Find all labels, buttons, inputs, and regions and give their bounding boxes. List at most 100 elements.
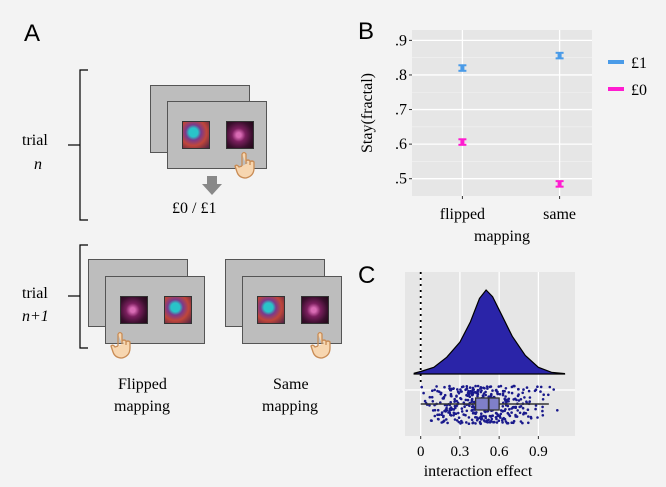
y-tick-label: .5 xyxy=(395,171,407,188)
jitter-point xyxy=(495,388,498,392)
jitter-point xyxy=(521,391,524,395)
jitter-point xyxy=(456,388,459,391)
panel-a-letter: A xyxy=(24,20,41,47)
jitter-point xyxy=(471,388,475,391)
jitter-point xyxy=(541,409,544,413)
jitter-point xyxy=(430,419,433,422)
x-axis-label: interaction effect xyxy=(424,463,533,480)
screen-front-trial-n xyxy=(167,101,267,169)
jitter-point xyxy=(490,393,493,397)
jitter-point xyxy=(464,398,468,402)
jitter-point xyxy=(435,385,438,388)
jitter-point xyxy=(440,413,443,416)
jitter-point xyxy=(470,409,473,412)
jitter-point xyxy=(501,393,505,397)
trial-n-label: trial xyxy=(22,132,48,149)
jitter-point xyxy=(476,394,479,398)
jitter-point xyxy=(457,420,461,424)
jitter-point xyxy=(443,385,446,389)
jitter-point xyxy=(433,414,437,418)
jitter-point xyxy=(523,396,526,399)
hand-pointer-icon xyxy=(234,151,255,179)
jitter-point xyxy=(556,409,559,412)
jitter-point xyxy=(542,393,545,396)
jitter-point xyxy=(484,410,487,414)
jitter-point xyxy=(534,407,537,411)
x-axis-label: mapping xyxy=(474,228,530,245)
chart-b: .5 .6 .7 .8 .9 flipped same mapping Stay(fractal… xyxy=(359,30,647,245)
jitter-point xyxy=(480,412,483,415)
jitter-point xyxy=(474,422,477,425)
jitter-point xyxy=(504,395,507,398)
jitter-point xyxy=(503,389,506,393)
jitter-point xyxy=(476,390,479,394)
jitter-point xyxy=(512,398,515,401)
jitter-point xyxy=(527,415,530,418)
jitter-point xyxy=(455,395,458,398)
jitter-point xyxy=(467,422,471,425)
jitter-point xyxy=(504,420,508,423)
jitter-point xyxy=(448,384,451,388)
jitter-point xyxy=(452,387,455,390)
hand-pointer-icon xyxy=(110,331,131,359)
jitter-point xyxy=(490,414,493,418)
jitter-point xyxy=(522,388,525,391)
jitter-point xyxy=(446,421,449,425)
jitter-point xyxy=(473,390,477,394)
jitter-point xyxy=(527,421,530,425)
x-tick-label: flipped xyxy=(440,206,485,223)
jitter-point xyxy=(444,408,448,411)
jitter-point xyxy=(548,385,552,389)
jitter-point xyxy=(536,385,539,388)
jitter-point xyxy=(470,397,474,401)
fractal-image xyxy=(164,296,192,324)
jitter-point xyxy=(501,421,504,424)
jitter-point xyxy=(449,389,453,392)
jitter-point xyxy=(453,397,456,401)
jitter-point xyxy=(533,389,537,393)
fractal-image xyxy=(301,296,329,324)
legend-label: £0 xyxy=(631,82,647,99)
jitter-point xyxy=(420,385,423,389)
jitter-point xyxy=(465,387,469,390)
jitter-point xyxy=(504,408,507,411)
jitter-point xyxy=(448,407,452,411)
jitter-point xyxy=(436,408,440,412)
jitter-point xyxy=(442,395,446,399)
jitter-point xyxy=(528,400,531,403)
jitter-point xyxy=(496,392,499,395)
jitter-point xyxy=(485,385,489,388)
jitter-point xyxy=(496,414,500,418)
fractal-image xyxy=(182,121,210,149)
jitter-point xyxy=(449,401,452,404)
jitter-point xyxy=(455,419,459,422)
jitter-point xyxy=(497,419,501,422)
jitter-point xyxy=(465,409,469,413)
jitter-point xyxy=(470,418,474,422)
jitter-point xyxy=(464,413,467,417)
jitter-point xyxy=(467,389,470,393)
jitter-point xyxy=(517,387,520,391)
x-tick-label: 0.3 xyxy=(451,444,470,460)
jitter-point xyxy=(450,394,453,398)
jitter-point xyxy=(536,416,539,419)
jitter-point xyxy=(510,391,514,395)
x-tick-label: 0.6 xyxy=(490,444,509,460)
flipped-caption-line2: mapping xyxy=(114,398,170,415)
data-point xyxy=(557,181,562,186)
jitter-point xyxy=(474,384,477,388)
trial-n-index: n xyxy=(34,156,42,173)
jitter-point xyxy=(507,397,511,401)
jitter-point xyxy=(443,393,447,397)
data-point xyxy=(557,53,562,58)
jitter-point xyxy=(423,399,427,403)
jitter-point xyxy=(495,421,499,424)
jitter-point xyxy=(485,420,488,424)
panel-c-letter: C xyxy=(358,262,376,289)
jitter-point xyxy=(518,411,522,415)
jitter-point xyxy=(476,392,480,396)
box xyxy=(474,397,500,411)
jitter-point xyxy=(462,385,465,388)
jitter-point xyxy=(466,391,470,395)
jitter-point xyxy=(431,409,435,412)
